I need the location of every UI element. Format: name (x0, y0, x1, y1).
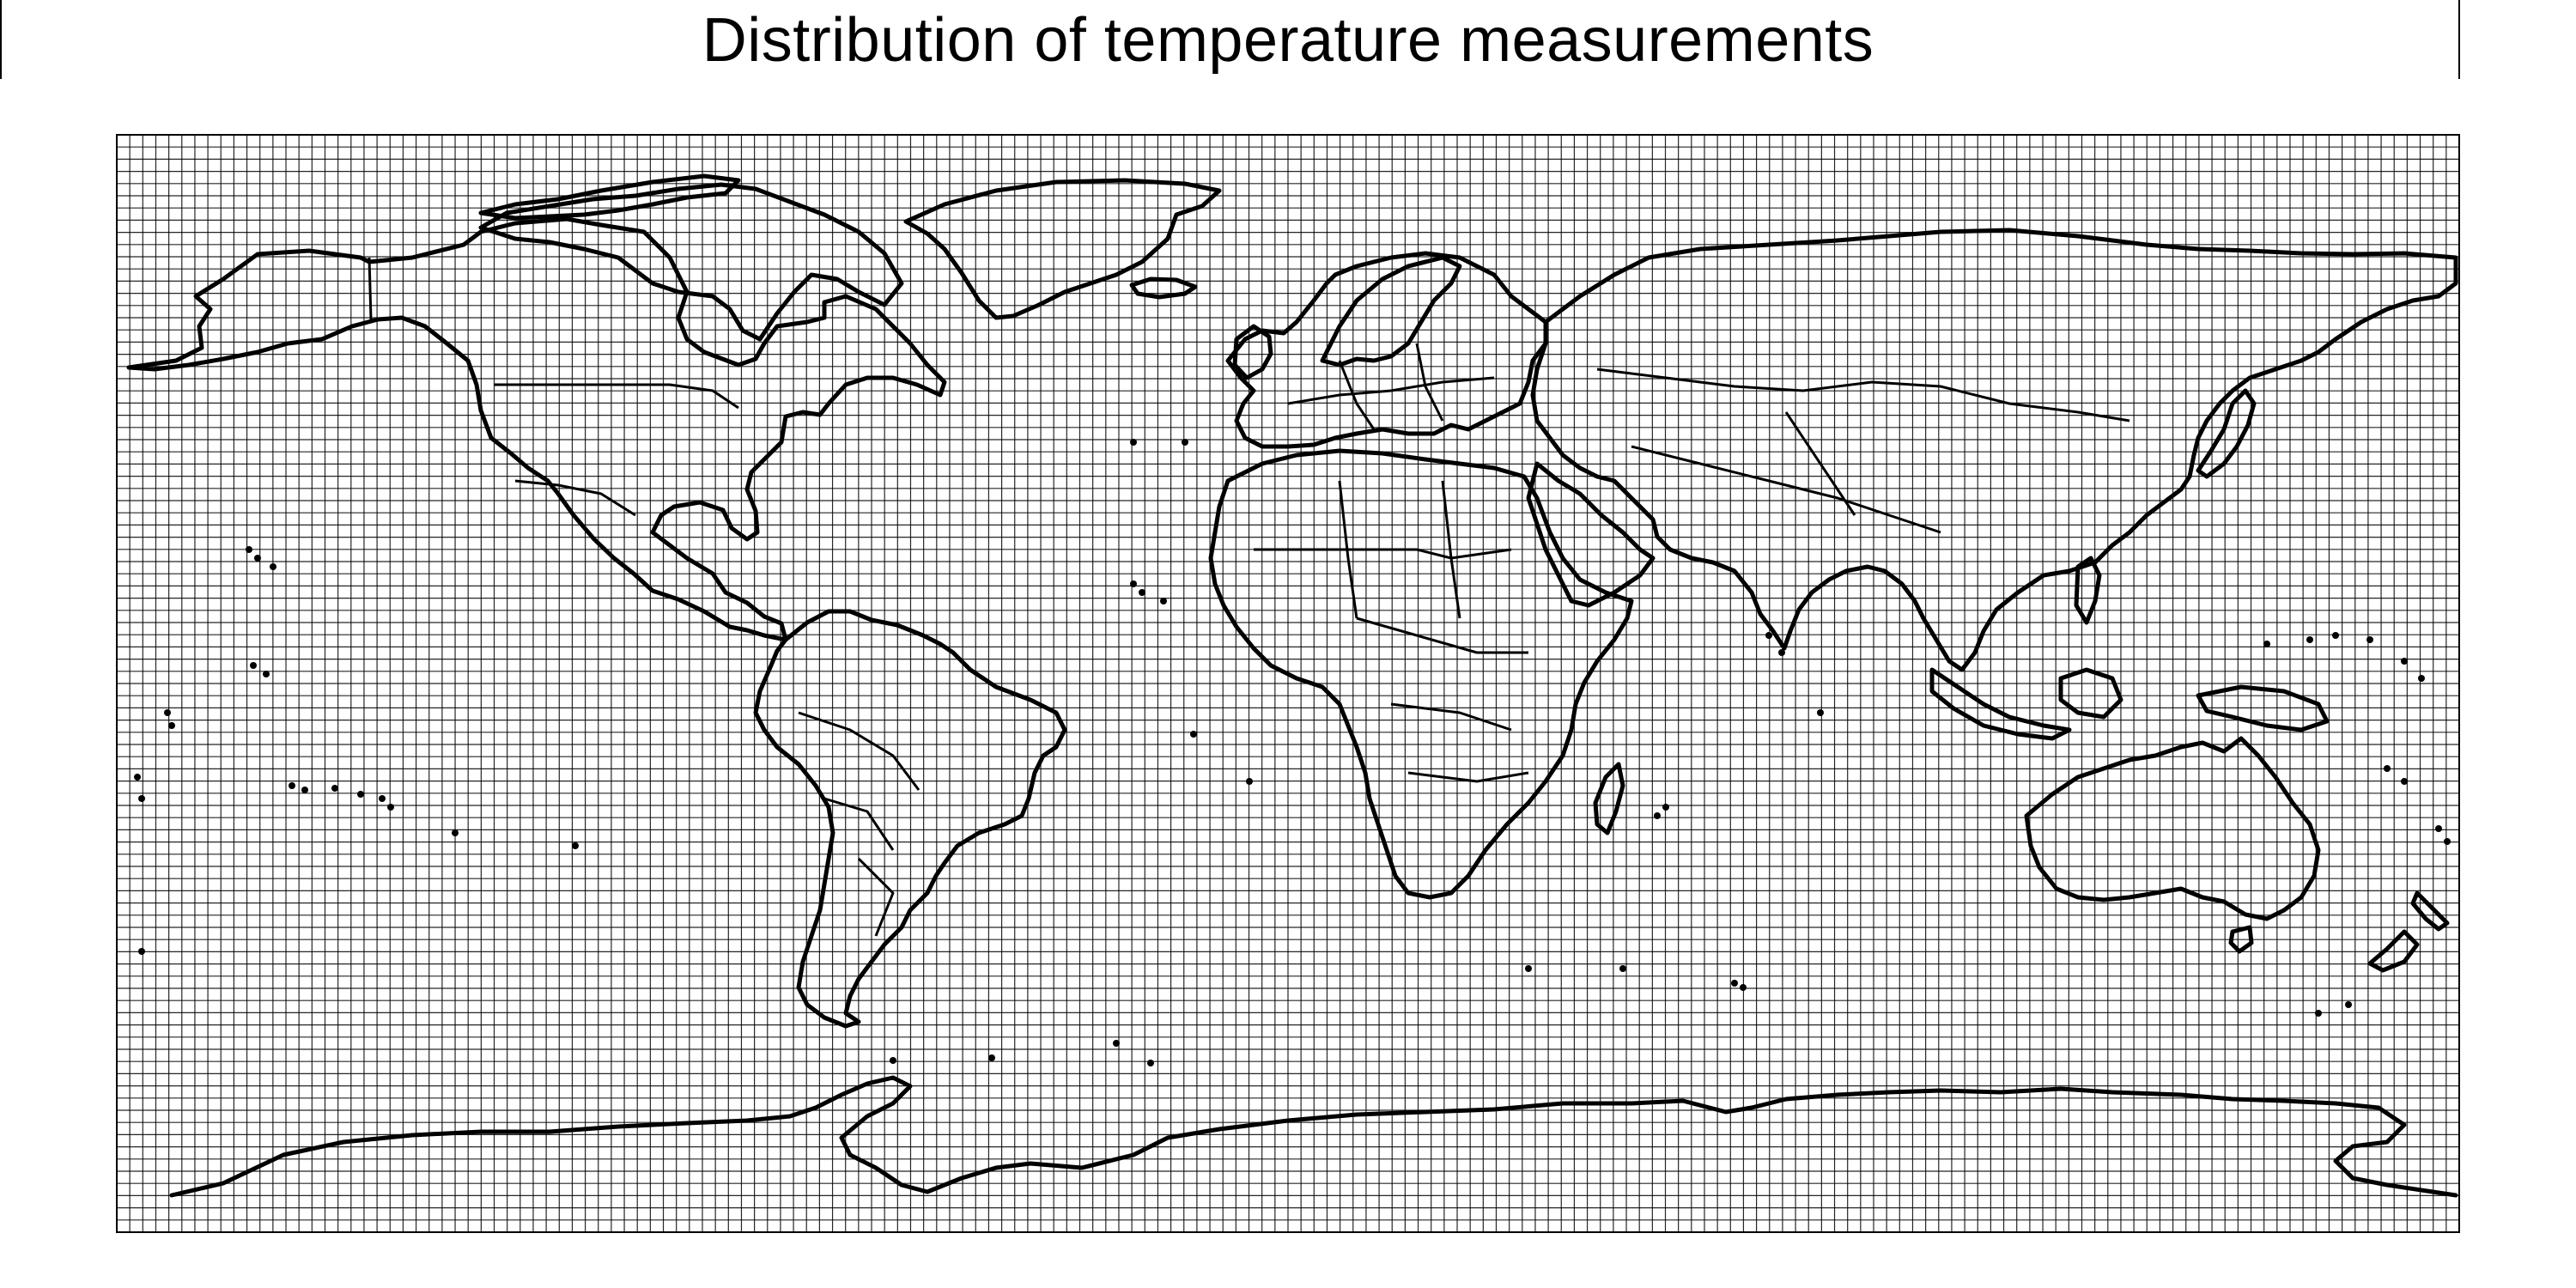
island-dot (1654, 812, 1661, 819)
greenland-coastline (903, 178, 1222, 320)
island-dot (1160, 598, 1167, 605)
island-dot (2332, 632, 2339, 639)
coastline-layer (126, 173, 2458, 1198)
arabian-peninsula-coastline (1526, 461, 1656, 608)
island-dot (2444, 838, 2451, 845)
island-dot (2435, 825, 2442, 832)
map-frame (116, 134, 2460, 1233)
island-dot (2418, 675, 2425, 682)
british-isles-coastline (1232, 324, 1273, 380)
japan-coastline (2196, 388, 2257, 479)
grid-layer (116, 134, 2460, 1233)
island-dot (1740, 984, 1747, 991)
island-dot (164, 709, 171, 716)
australia-coastline (2024, 736, 2321, 921)
island-dot (1246, 778, 1253, 785)
island-dot (1525, 965, 1532, 972)
south-america-borders (798, 711, 920, 937)
canada-usa-border (494, 383, 739, 410)
island-dot (134, 774, 141, 781)
island-dot (168, 722, 175, 729)
europe-coastline (1225, 251, 1548, 449)
island-dot (138, 948, 145, 955)
country-border-layer (368, 257, 2130, 937)
new-zealand-coastline (2367, 890, 2450, 973)
island-dot (2366, 636, 2373, 643)
island-dot (1147, 1060, 1154, 1066)
island-dot (2401, 658, 2408, 665)
scandinavia-coastline (1320, 255, 1462, 368)
right-frame-tick (2458, 0, 2460, 79)
philippines-islands (2074, 556, 2102, 625)
island-dot (254, 555, 261, 562)
island-dot (2401, 778, 2408, 785)
island-dot (270, 563, 276, 570)
left-frame-tick (0, 0, 2, 79)
arctic-archipelago (478, 173, 741, 221)
island-dot (1765, 632, 1772, 639)
island-dot (2345, 1001, 2352, 1008)
map-title: Distribution of temperature measurements (702, 6, 1874, 75)
asia-borders (1596, 368, 2130, 534)
island-dot (379, 795, 386, 802)
tasmania-coastline (2228, 925, 2254, 954)
island-dot (357, 791, 364, 798)
island-dot (250, 662, 257, 669)
island-dot (138, 795, 145, 802)
island-dot (890, 1057, 896, 1064)
alaska-border (368, 257, 373, 320)
small-islands-layer (134, 439, 2451, 1066)
island-dot (289, 782, 295, 789)
island-dot (2263, 641, 2270, 647)
madagascar-coastline (1593, 762, 1625, 835)
island-dot (1130, 439, 1137, 446)
island-dot (1817, 709, 1824, 716)
europe-borders (1287, 343, 1495, 430)
island-dot (1130, 580, 1137, 587)
island-dot (387, 804, 394, 811)
asia-coastline (1530, 228, 2458, 672)
africa-borders (1254, 480, 1529, 783)
island-dot (1662, 804, 1669, 811)
island-dot (1113, 1040, 1120, 1047)
island-dot (1731, 980, 1738, 987)
island-dot (2315, 1010, 2322, 1017)
island-dot (301, 787, 308, 793)
island-dot (246, 546, 252, 553)
island-dot (1182, 439, 1188, 446)
island-dot (1619, 965, 1626, 972)
indonesia-islands (1929, 667, 2330, 741)
island-dot (988, 1054, 995, 1061)
island-dot (1778, 649, 1785, 656)
africa-coastline (1208, 448, 1634, 900)
usa-mexico-border (514, 479, 636, 517)
north-america-coastline (126, 216, 947, 642)
island-dot (331, 785, 338, 792)
south-america-coastline (753, 609, 1067, 1029)
island-dot (2306, 636, 2313, 643)
island-dot (263, 671, 270, 677)
island-dot (1190, 731, 1197, 738)
island-dot (1139, 589, 1145, 596)
antarctica-coastline (169, 1075, 2458, 1198)
island-dot (2384, 765, 2391, 772)
iceland-coastline (1129, 276, 1198, 300)
island-dot (452, 829, 459, 836)
canadian-arctic-islands (478, 182, 904, 342)
island-dot (572, 842, 579, 849)
